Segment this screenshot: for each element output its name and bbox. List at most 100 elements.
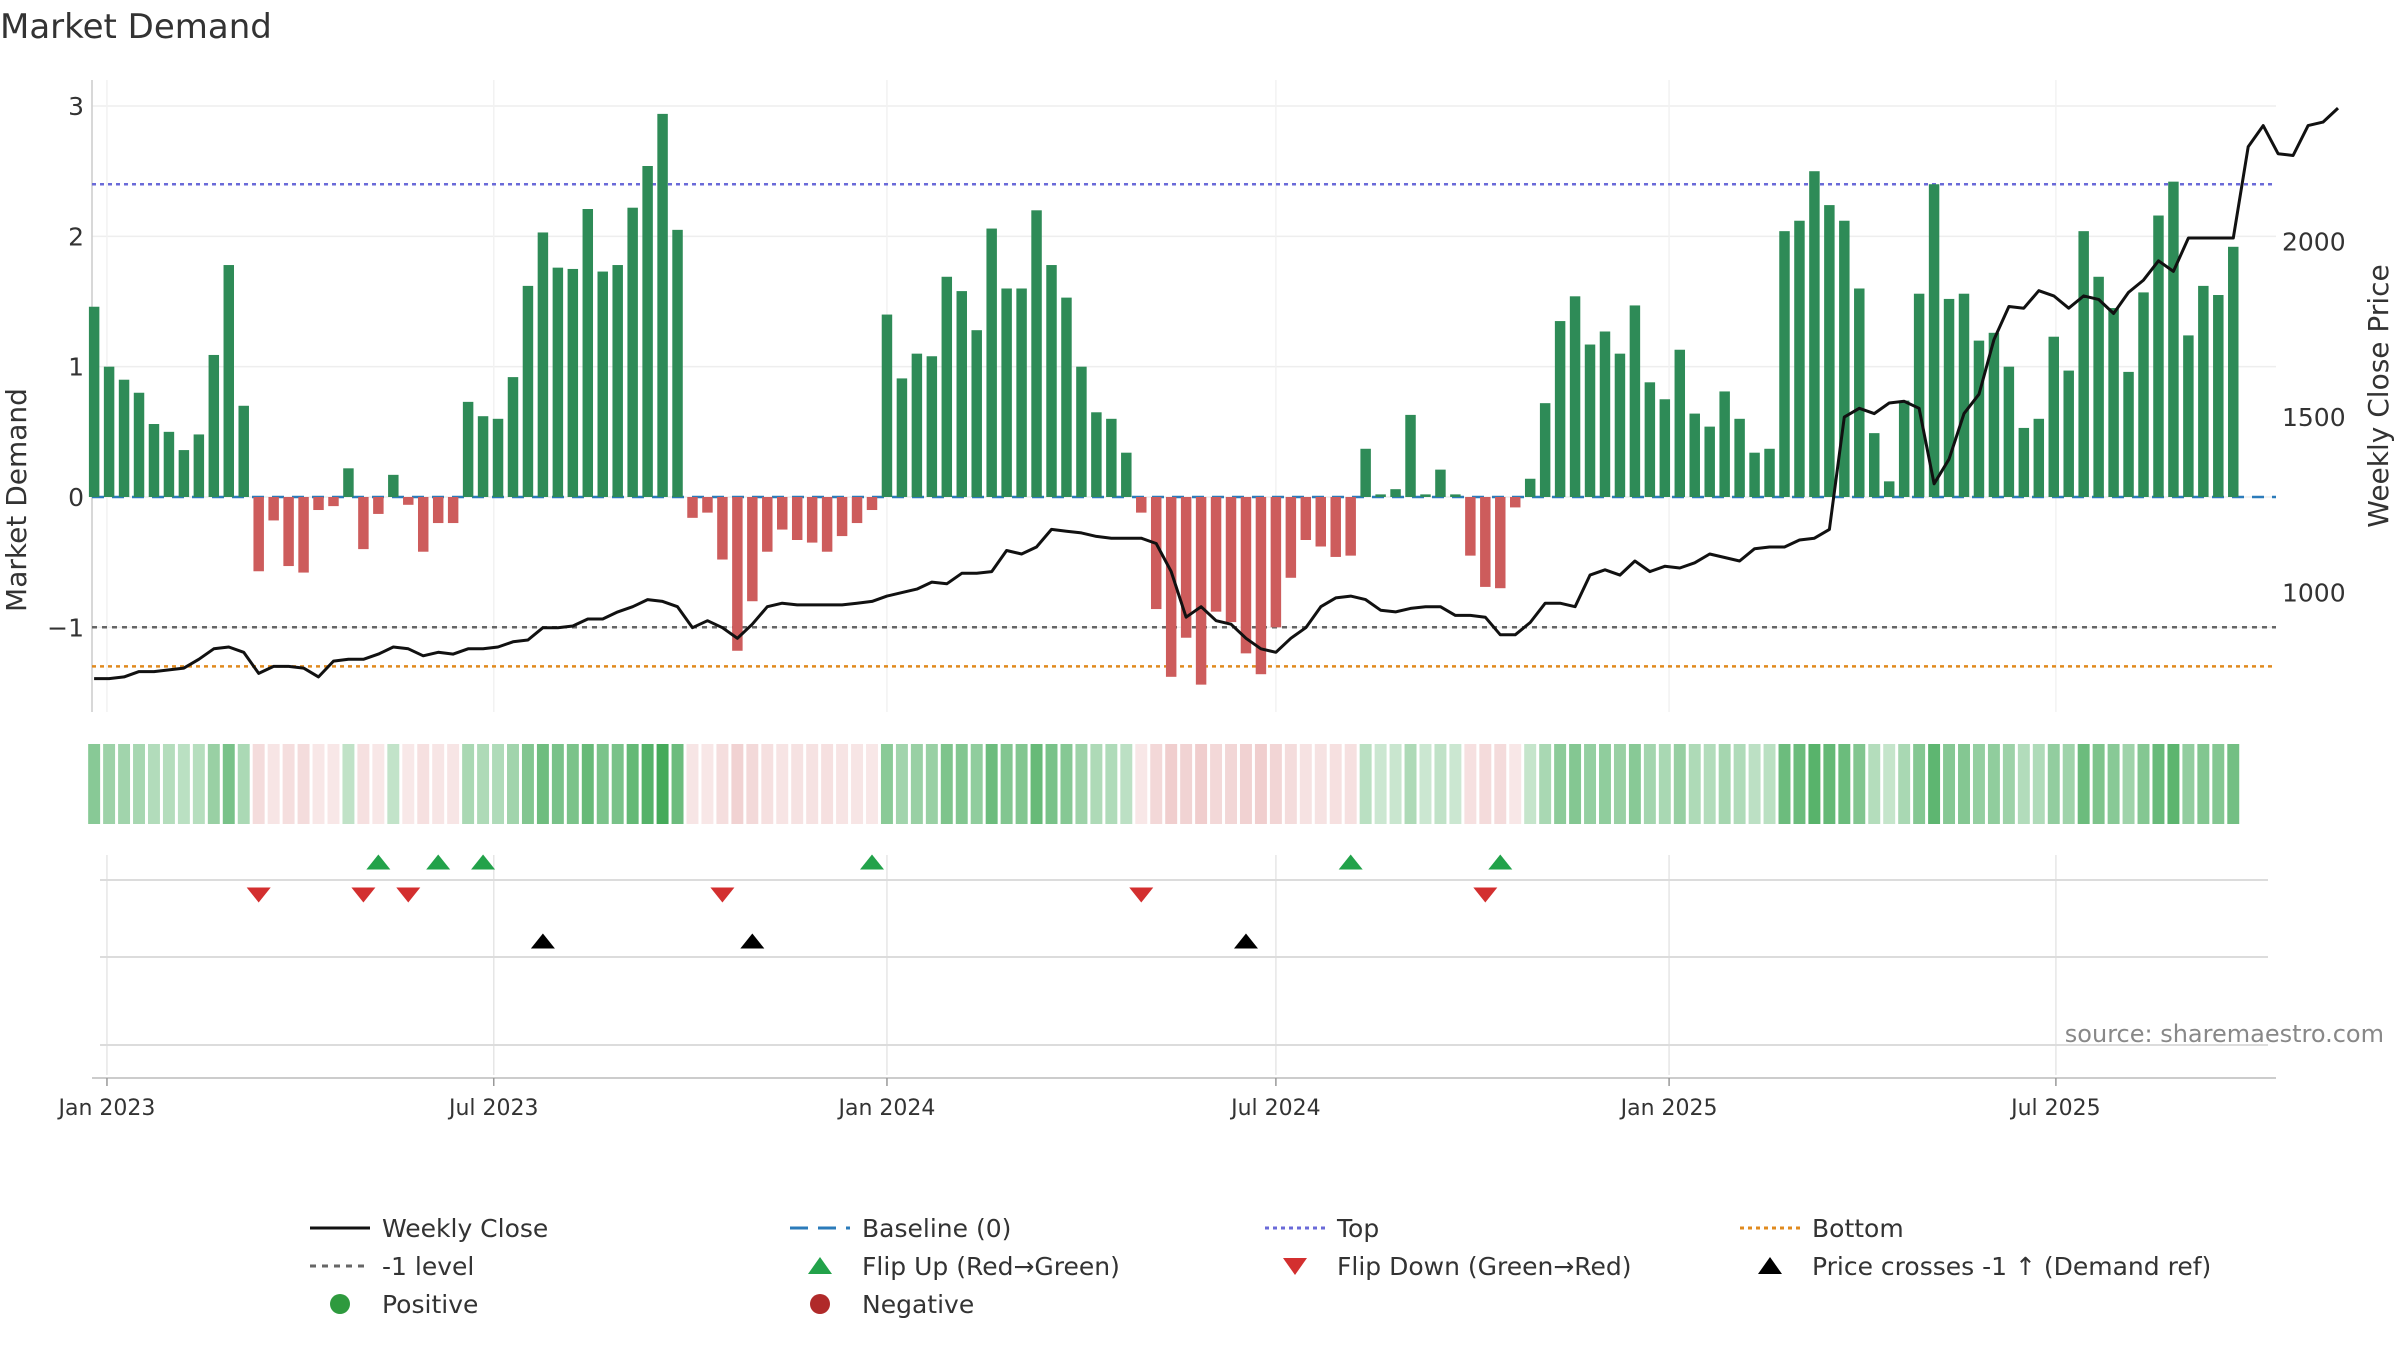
demand-bar xyxy=(836,496,848,537)
heat-cell xyxy=(1165,744,1178,824)
heat-cell xyxy=(387,744,400,824)
heat-cell xyxy=(1374,744,1387,824)
demand-bar xyxy=(1315,496,1327,547)
demand-bar xyxy=(492,418,504,497)
demand-bar xyxy=(552,267,564,497)
demand-bar xyxy=(118,379,130,497)
demand-bar xyxy=(821,496,833,552)
demand-bar xyxy=(986,228,997,497)
y-tick-label: 2 xyxy=(68,222,84,251)
demand-bar xyxy=(163,431,175,497)
legend-label-price-cross: Price crosses -1 ↑ (Demand ref) xyxy=(1812,1252,2211,1281)
legend-label-positive: Positive xyxy=(382,1290,478,1319)
demand-bar xyxy=(1883,481,1895,497)
heat-cell xyxy=(133,744,145,824)
demand-bar xyxy=(1674,349,1686,497)
demand-bar xyxy=(612,265,623,497)
heat-cell xyxy=(1823,744,1836,824)
heat-cell xyxy=(1254,744,1267,824)
demand-bar xyxy=(1136,496,1147,513)
demand-bar xyxy=(1061,297,1072,497)
heat-cell xyxy=(402,744,415,824)
heat-cell xyxy=(656,744,669,824)
heat-cell xyxy=(2197,744,2210,824)
y2-tick-label: 1500 xyxy=(2282,403,2346,432)
demand-bar xyxy=(1435,469,1446,497)
source-note: source: sharemaestro.com xyxy=(2065,1020,2384,1048)
demand-bar xyxy=(1465,496,1476,556)
heat-cell xyxy=(1150,744,1163,824)
legend-swatch-positive xyxy=(330,1294,350,1314)
heat-cell xyxy=(1120,744,1133,824)
heat-cell xyxy=(1778,744,1791,824)
demand-bar xyxy=(193,434,205,497)
demand-bar xyxy=(447,496,459,524)
demand-bar xyxy=(1869,433,1880,497)
heat-cell xyxy=(1733,744,1746,824)
heat-cell xyxy=(1509,744,1522,824)
heat-cell xyxy=(2122,744,2135,824)
demand-bar xyxy=(178,450,190,497)
demand-bar xyxy=(268,496,279,521)
x-tick-label: Jan 2024 xyxy=(837,1096,936,1121)
demand-bar xyxy=(1764,448,1775,497)
legend-swatch-flip-up xyxy=(808,1257,832,1274)
heat-cell xyxy=(1479,744,1492,824)
y2-tick-label: 1000 xyxy=(2282,579,2346,608)
demand-bar xyxy=(2108,308,2119,497)
heat-cell xyxy=(357,744,370,824)
heat-cell xyxy=(1793,744,1806,824)
y2-tick-label: 2000 xyxy=(2282,228,2346,257)
demand-bar xyxy=(388,474,399,497)
demand-bar xyxy=(1240,496,1252,654)
legend-swatch-flip-down xyxy=(1283,1258,1307,1275)
flip-up-marker xyxy=(471,854,496,870)
heat-cell xyxy=(851,744,864,824)
heat-cell xyxy=(1838,744,1851,824)
heat-cell xyxy=(1524,744,1537,824)
heat-cell xyxy=(1045,744,1058,824)
demand-bar xyxy=(1150,496,1162,610)
heat-cell xyxy=(2017,744,2030,824)
heat-cell xyxy=(551,744,564,824)
demand-bar xyxy=(1749,452,1760,497)
heat-cell xyxy=(716,744,729,824)
demand-bar xyxy=(2228,246,2239,497)
demand-bar xyxy=(1539,403,1551,497)
demand-bar xyxy=(1659,399,1671,497)
heat-cell xyxy=(1584,744,1597,824)
x-tick-label: Jan 2025 xyxy=(1619,1096,1718,1121)
heat-cell xyxy=(776,744,789,824)
demand-bar xyxy=(1734,418,1745,497)
demand-bar xyxy=(1973,340,1985,497)
heat-cell xyxy=(2107,744,2120,824)
heat-cell xyxy=(1210,744,1223,824)
heat-cell xyxy=(312,744,325,824)
demand-bar xyxy=(747,496,758,602)
heat-cell xyxy=(1853,744,1866,824)
demand-bar xyxy=(791,496,803,540)
demand-bar xyxy=(1913,293,1925,497)
demand-bar xyxy=(507,377,519,497)
heat-cell xyxy=(147,744,160,824)
heat-cell xyxy=(1748,744,1761,824)
legend: Weekly Close Baseline (0) Top Bottom -1 leve… xyxy=(310,1214,2211,1319)
heat-cell xyxy=(821,744,834,824)
heat-cell xyxy=(1389,744,1402,824)
weekly-close-line-group xyxy=(94,107,2340,681)
demand-bar xyxy=(762,496,773,552)
demand-bar xyxy=(1928,184,1940,497)
demand-bar xyxy=(417,496,429,552)
demand-bar xyxy=(1854,288,1865,497)
heat-cell xyxy=(492,744,505,824)
heat-cell xyxy=(761,744,774,824)
demand-bar xyxy=(1554,321,1566,497)
demand-bar xyxy=(1345,496,1356,556)
heat-cell xyxy=(836,744,849,824)
heat-cell xyxy=(521,744,534,824)
demand-bar xyxy=(777,496,788,530)
demand-bar xyxy=(1076,366,1087,497)
y-tick-label: 0 xyxy=(68,483,84,512)
demand-bar xyxy=(2033,418,2045,497)
legend-swatch-negative xyxy=(810,1294,830,1314)
